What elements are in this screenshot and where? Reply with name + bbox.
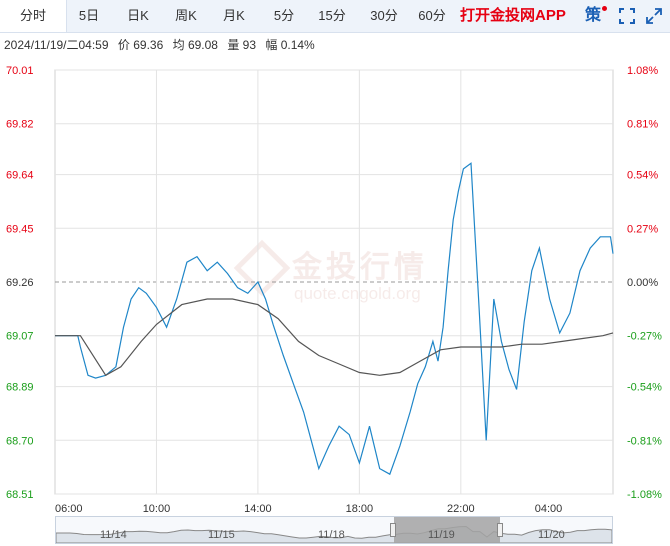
tab-5-min[interactable]: 5分 [273,8,295,23]
percent-tick-label: -1.08% [627,489,662,501]
percent-tick-label: -0.81% [627,435,662,447]
intraday-chart[interactable]: 70.01 69.82 69.64 69.45 69.26 69.07 68.89 68.70… [0,0,670,516]
tab-5-day[interactable]: 5日 [78,8,100,23]
price-tick-label: 69.64 [6,170,34,182]
percent-tick-label: 0.54% [627,170,658,182]
quote-average: 均 69.08 [172,38,218,52]
price-tick-label: 69.26 [6,277,34,289]
percent-tick-label: 1.08% [627,65,658,77]
fullscreen-icon[interactable] [618,7,636,25]
price-tick-label: 68.51 [6,489,34,501]
time-tick-label: 14:00 [244,503,272,515]
percent-tick-label: 0.27% [627,223,658,235]
navigator-date-label: 11/15 [208,529,235,541]
price-tick-label: 68.89 [6,382,34,394]
quote-price: 价 69.36 [117,38,164,52]
time-tick-label: 18:00 [346,503,374,515]
tab-daily-k[interactable]: 日K [127,8,149,23]
open-app-link[interactable]: 打开金投网APP [460,7,566,24]
navigator-date-label: 11/20 [538,529,565,541]
expand-icon[interactable] [646,8,662,24]
navigator-right-grip[interactable] [497,523,503,537]
navigator-left-grip[interactable] [390,523,396,537]
percent-tick-label: 0.81% [627,119,658,131]
tab-monthly-k[interactable]: 月K [223,8,245,23]
quote-change: 幅 0.14% [265,38,315,52]
tab-15-min[interactable]: 15分 [318,8,346,23]
tab-30-min[interactable]: 30分 [370,8,398,23]
percent-tick-label: -0.54% [627,382,662,394]
price-tick-label: 68.70 [6,435,34,447]
quote-volume: 量 93 [227,38,257,52]
percent-axis: 1.08% 0.81% 0.54% 0.27% 0.00% -0.27% -0.54% -0.… [627,65,662,501]
period-tab-bar: 分时 5日 日K 周K 月K 5分 15分 30分 60分 打开金投网APP 策 [0,0,670,33]
plot-frame [54,69,614,495]
navigator-date-label: 11/18 [318,529,345,541]
navigator-date-label: 11/14 [100,529,127,541]
time-axis: 06:00 10:00 14:00 18:00 22:00 04:00 [55,503,562,515]
tab-weekly-k[interactable]: 周K [175,8,197,23]
navigator-selection[interactable] [394,517,500,543]
price-axis: 70.01 69.82 69.64 69.45 69.26 69.07 68.89 68.70… [6,65,34,501]
time-tick-label: 10:00 [143,503,171,515]
price-tick-label: 69.07 [6,331,34,343]
policy-button[interactable]: 策 [585,7,602,24]
notification-dot [602,6,607,11]
average-line [55,298,614,377]
quote-info-bar: 2024/11/19/二04:59 价 69.36 均 69.08 量 93 幅… [4,36,321,53]
percent-tick-label: -0.27% [627,331,662,343]
time-navigator[interactable]: 11/14 11/15 11/18 11/19 11/20 [55,516,613,544]
tab-intraday[interactable]: 分时 [0,0,67,32]
chart-grid [54,69,614,495]
price-tick-label: 69.45 [6,223,34,235]
navigator-date-label: 11/19 [428,529,455,541]
time-tick-label: 22:00 [447,503,475,515]
price-tick-label: 69.82 [6,119,34,131]
price-tick-label: 70.01 [6,65,34,77]
time-tick-label: 04:00 [535,503,563,515]
chart-series [55,162,614,476]
time-tick-label: 06:00 [55,503,83,515]
percent-tick-label: 0.00% [627,277,658,289]
price-line [55,162,614,476]
quote-datetime: 2024/11/19/二04:59 [4,38,109,52]
tab-60-min[interactable]: 60分 [418,8,446,23]
